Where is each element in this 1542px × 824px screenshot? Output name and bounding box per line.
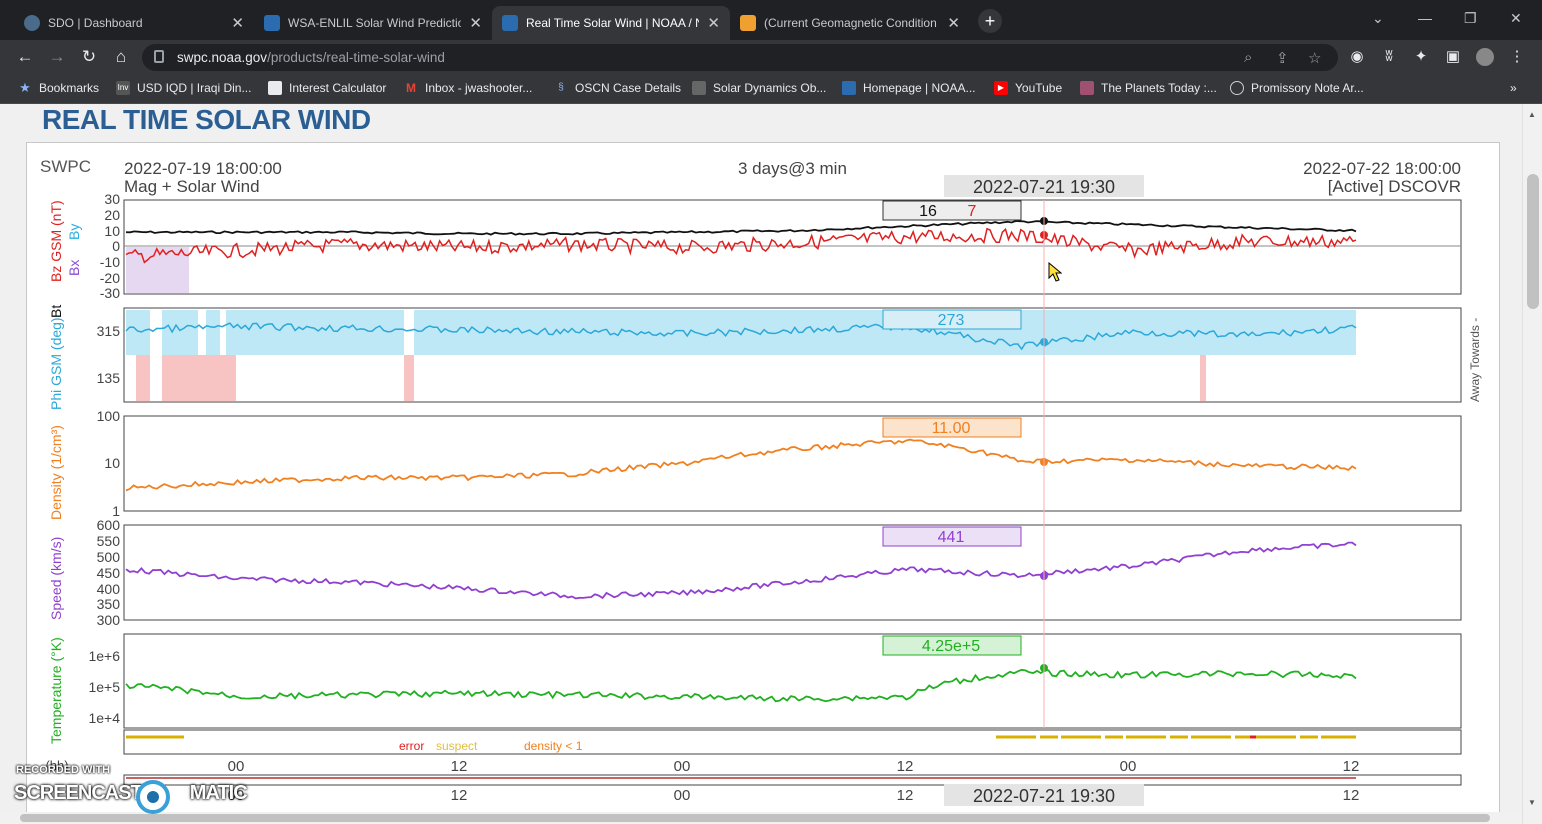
tab-wsa-enlil[interactable]: WSA-ENLIL Solar Wind Predictio ✕ <box>254 6 492 40</box>
close-tab-icon[interactable]: ✕ <box>231 15 244 32</box>
calculator-icon <box>268 81 282 95</box>
tab-sdo-dashboard[interactable]: SDO | Dashboard ✕ <box>14 6 254 40</box>
profile-avatar[interactable] <box>1476 48 1494 66</box>
swpc-favicon-icon <box>740 15 756 31</box>
close-tab-icon[interactable]: ✕ <box>947 15 960 32</box>
bookmark-item[interactable]: § OSCN Case Details <box>554 81 681 95</box>
page-title: REAL TIME SOLAR WIND <box>42 104 371 135</box>
watermark-brand: SCREENCAST MATIC <box>14 782 248 804</box>
menu-kebab-icon[interactable]: ⋮ <box>1509 48 1525 65</box>
bookmark-item[interactable]: ★ Bookmarks <box>19 80 100 96</box>
new-tab-button[interactable]: + <box>978 9 1002 33</box>
lock-icon[interactable] <box>154 50 164 63</box>
bookmarks-bar: ★ Bookmarks Inv USD IQD | Iraqi Din... Int… <box>0 74 1542 104</box>
bookmark-item[interactable]: Interest Calculator <box>268 81 386 95</box>
side-panel-icon[interactable]: ▣ <box>1445 48 1461 65</box>
star-icon: ★ <box>19 80 31 95</box>
extension-globe-icon[interactable]: ◉ <box>1350 48 1364 65</box>
bookmark-item[interactable]: M Inbox - jwashooter... <box>406 81 533 95</box>
youtube-icon: ▶ <box>994 81 1008 95</box>
inv-icon: Inv <box>116 81 130 95</box>
minimize-icon[interactable]: — <box>1418 10 1432 26</box>
more-bookmarks-icon[interactable]: » <box>1510 81 1517 95</box>
watermark-caption: RECORDED WITH <box>16 764 111 776</box>
tab-real-time-solar-wind[interactable]: Real Time Solar Wind | NOAA / N ✕ <box>492 6 730 40</box>
solar-wind-plot-frame <box>26 142 1500 824</box>
close-tab-icon[interactable]: ✕ <box>469 15 482 32</box>
scroll-up-icon[interactable]: ▲ <box>1528 110 1536 119</box>
bookmark-item[interactable]: Promissory Note Ar... <box>1230 81 1364 95</box>
noaa-favicon-icon <box>264 15 280 31</box>
page-viewport: REAL TIME SOLAR WIND <box>0 104 1542 824</box>
sdo-favicon-icon <box>24 15 40 31</box>
bookmark-item[interactable]: Inv USD IQD | Iraqi Din... <box>116 81 252 95</box>
scroll-thumb[interactable] <box>20 814 1490 822</box>
bookmark-item[interactable]: The Planets Today :... <box>1080 81 1217 95</box>
scroll-thumb[interactable] <box>1527 174 1539 309</box>
url-text[interactable]: swpc.noaa.gov/products/real-time-solar-w… <box>177 50 445 65</box>
extensions-puzzle-icon[interactable]: ✦ <box>1414 48 1428 65</box>
noaa-icon <box>842 81 856 95</box>
address-bar[interactable]: swpc.noaa.gov/products/real-time-solar-w… <box>142 44 1338 71</box>
back-arrow-icon[interactable]: ← <box>16 47 34 66</box>
maximize-icon[interactable]: ❐ <box>1464 10 1477 26</box>
extension-w-icon[interactable]: ʬ <box>1385 48 1393 65</box>
horizontal-scrollbar[interactable] <box>0 812 1522 824</box>
bookmark-item[interactable]: Homepage | NOAA... <box>842 81 976 95</box>
browser-tab-bar: SDO | Dashboard ✕ WSA-ENLIL Solar Wind P… <box>0 0 1542 40</box>
scroll-down-icon[interactable]: ▼ <box>1528 798 1536 807</box>
oscn-icon: § <box>558 82 564 93</box>
bookmark-star-icon[interactable]: ☆ <box>1308 50 1322 67</box>
noaa-favicon-icon <box>502 15 518 31</box>
forward-arrow-icon[interactable]: → <box>48 47 66 66</box>
browser-toolbar: ← → ↻ ⌂ swpc.noaa.gov/products/real-time… <box>0 40 1542 74</box>
vertical-scrollbar[interactable]: ▲ ▼ <box>1522 104 1542 824</box>
sdo-icon <box>692 81 706 95</box>
tab-geomagnetic-conditions[interactable]: (Current Geomagnetic Condition ✕ <box>730 6 970 40</box>
zoom-icon[interactable]: ⌕ <box>1244 49 1253 66</box>
close-window-icon[interactable]: ✕ <box>1510 10 1522 26</box>
tab-search-icon[interactable]: ⌄ <box>1372 10 1384 26</box>
share-icon[interactable]: ⇪ <box>1276 50 1289 67</box>
planets-icon <box>1080 81 1094 95</box>
note-icon <box>1230 81 1244 95</box>
screencast-logo-icon <box>136 780 170 814</box>
home-icon[interactable]: ⌂ <box>115 47 127 66</box>
bookmark-item[interactable]: Solar Dynamics Ob... <box>692 81 826 95</box>
bookmark-item[interactable]: ▶ YouTube <box>994 81 1062 95</box>
mouse-pointer-icon <box>1048 262 1062 282</box>
reload-icon[interactable]: ↻ <box>81 47 97 66</box>
close-tab-icon[interactable]: ✕ <box>707 15 720 32</box>
gmail-icon: M <box>406 81 416 95</box>
